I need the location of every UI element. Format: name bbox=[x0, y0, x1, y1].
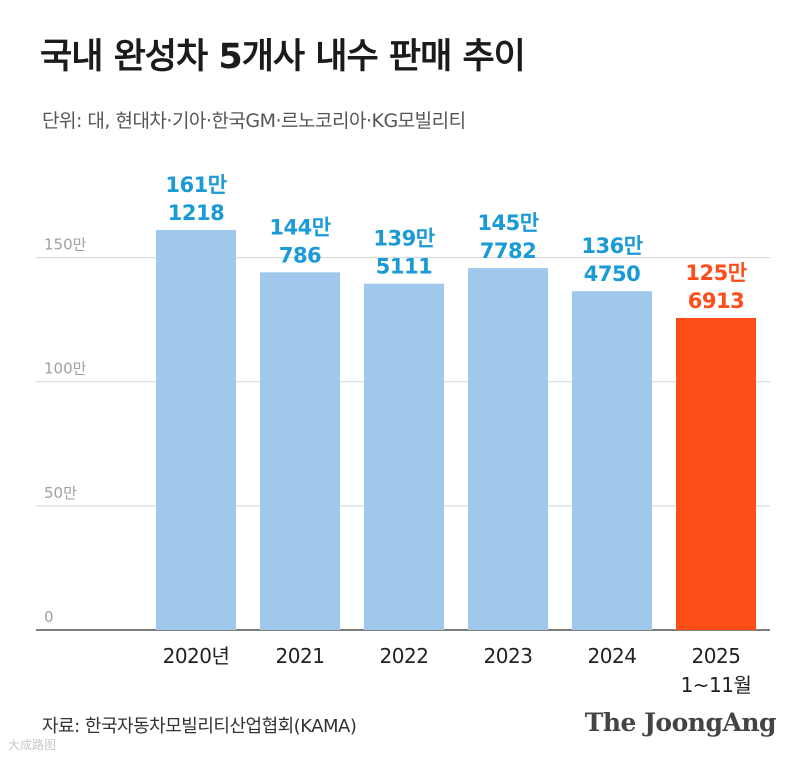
x-tick-label: 2023 bbox=[484, 644, 533, 668]
data-label: 7782 bbox=[480, 239, 536, 263]
x-tick-label: 2024 bbox=[588, 644, 637, 668]
data-label: 139만 bbox=[373, 227, 434, 251]
y-tick-label: 100만 bbox=[44, 360, 87, 378]
data-label: 161만 bbox=[165, 173, 226, 197]
brand-logo: The JoongAng bbox=[584, 708, 777, 737]
y-tick-label: 50만 bbox=[44, 484, 77, 502]
data-label: 136만 bbox=[581, 234, 642, 258]
data-label: 125만 bbox=[685, 261, 746, 285]
source-note: 자료: 한국자동차모빌리티산업협회(KAMA) bbox=[42, 716, 357, 737]
x-tick-label: 2020년 bbox=[163, 644, 230, 668]
bar bbox=[156, 230, 236, 630]
bar bbox=[676, 317, 756, 630]
watermark: 大成路图 bbox=[8, 738, 57, 752]
bar bbox=[572, 291, 652, 630]
data-label: 4750 bbox=[584, 262, 640, 286]
data-label: 145만 bbox=[477, 211, 538, 235]
y-tick-label: 150만 bbox=[44, 236, 87, 254]
data-label: 5111 bbox=[376, 255, 432, 279]
data-label: 6913 bbox=[688, 289, 744, 313]
bar bbox=[468, 268, 548, 630]
data-label: 144만 bbox=[269, 215, 330, 239]
data-label: 1218 bbox=[168, 201, 224, 225]
bar-chart: 0 50만 100만 150만 161만 1218 2020년 144만 786 2021 139만… bbox=[36, 173, 770, 697]
x-tick-sublabel: 1~11월 bbox=[681, 673, 752, 697]
x-tick-label: 2022 bbox=[380, 644, 429, 668]
chart-title: 국내 완성차 5개사 내수 판매 추이 bbox=[40, 37, 526, 77]
bar bbox=[260, 272, 340, 630]
bar bbox=[364, 283, 444, 630]
data-label: 786 bbox=[279, 243, 321, 267]
x-tick-label: 2025 bbox=[692, 644, 741, 668]
chart-subtitle: 단위: 대, 현대차·기아·한국GM·르노코리아·KG모빌리티 bbox=[42, 110, 466, 132]
y-tick-label: 0 bbox=[44, 608, 54, 626]
x-tick-label: 2021 bbox=[276, 644, 325, 668]
